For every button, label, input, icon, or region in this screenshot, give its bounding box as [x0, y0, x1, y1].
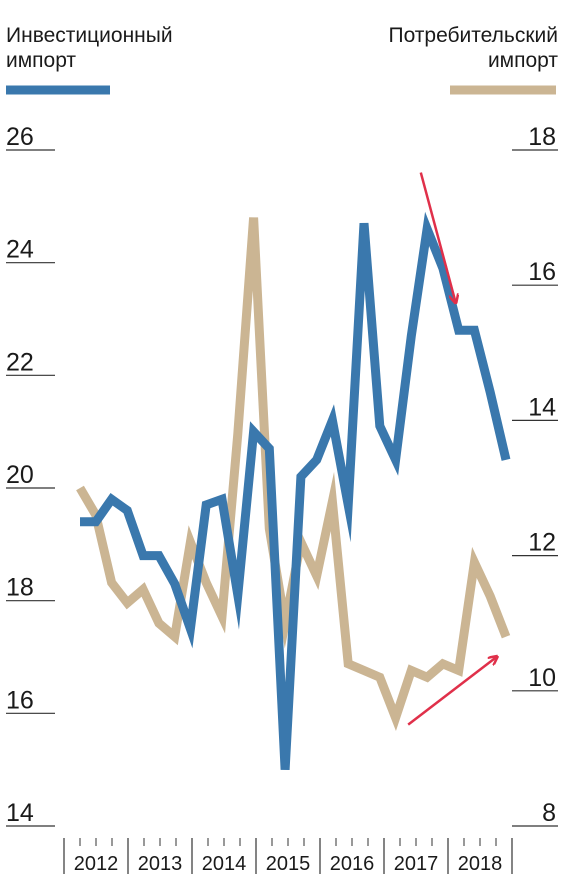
right-tick-label: 8	[542, 799, 556, 827]
down-arrow-over-investment-2017-2018	[419, 172, 456, 303]
year-label: 2017	[394, 853, 439, 875]
year-label: 2013	[138, 853, 183, 875]
legend-consumer-label-line1: Потребительский	[388, 24, 558, 47]
x-axis: 2012 2013 2014 2015 2016 2017 2018	[63, 838, 513, 875]
right-tick-label: 12	[528, 529, 556, 557]
up-arrow-under-consumer-2017-2018	[407, 657, 496, 726]
left-tick-label: 16	[6, 686, 34, 714]
left-tick-label: 22	[6, 348, 34, 376]
left-tick-label: 14	[6, 799, 34, 827]
year-label: 2018	[458, 853, 503, 875]
annotation-layer	[407, 172, 496, 726]
year-label: 2012	[74, 853, 119, 875]
left-tick-label: 26	[6, 123, 34, 151]
year-label: 2014	[202, 853, 247, 875]
right-tick-label: 18	[528, 123, 556, 151]
legend: Инвестиционный импорт Потребительский им…	[6, 24, 558, 95]
left-axis: 26 24 22 20 18 16 14	[6, 123, 55, 827]
left-tick-label: 20	[6, 461, 34, 489]
legend-consumer-label-line2: импорт	[488, 49, 558, 72]
right-tick-label: 10	[528, 664, 556, 692]
investment-import-line	[80, 211, 511, 770]
legend-investment-label-line2: импорт	[6, 49, 76, 72]
left-tick-label: 18	[6, 574, 34, 602]
year-label: 2015	[266, 853, 311, 875]
right-axis: 18 16 14 12 10 8	[512, 123, 558, 827]
right-tick-label: 14	[528, 393, 556, 421]
legend-investment-label-line1: Инвестиционный	[6, 24, 173, 47]
series-layer	[76, 211, 511, 770]
left-tick-label: 24	[6, 236, 34, 264]
year-label: 2016	[330, 853, 375, 875]
right-tick-label: 16	[528, 258, 556, 286]
